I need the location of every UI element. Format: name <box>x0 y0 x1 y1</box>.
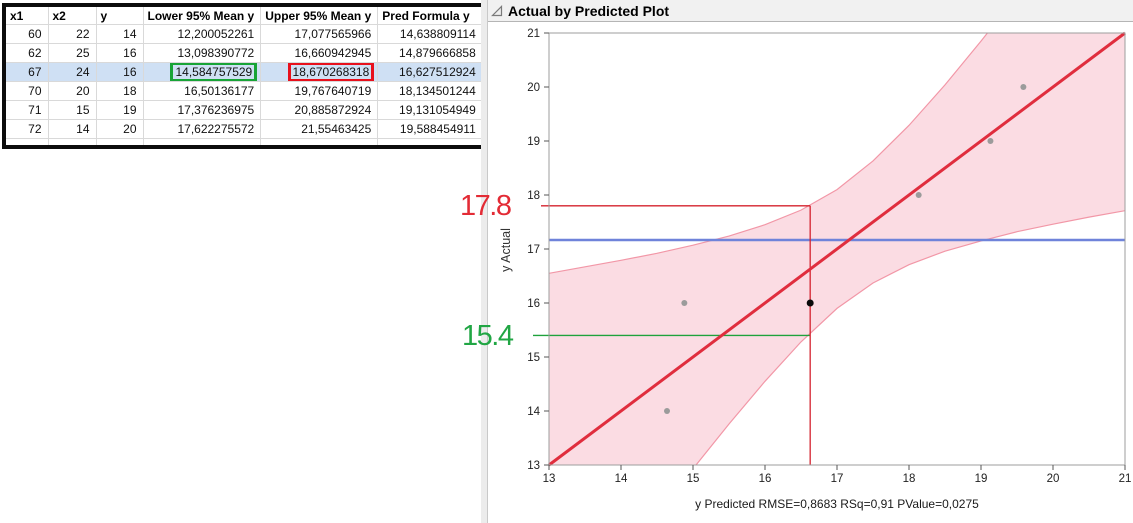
table-cell: 24 <box>47 62 97 82</box>
column-header[interactable]: Upper 95% Mean y <box>260 4 379 25</box>
y-tick-label: 19 <box>527 136 540 148</box>
table-cell: 15 <box>47 100 97 120</box>
data-point[interactable] <box>806 299 814 307</box>
x-tick-label: 20 <box>1047 473 1060 485</box>
table-cell: 72 <box>3 119 49 139</box>
x-tick-label: 16 <box>759 473 772 485</box>
data-table: x1 x2 y Lower 95% Mean y Upper 95% Mean y Pre… <box>2 3 486 149</box>
empty-row <box>3 138 485 148</box>
table-cell: 22 <box>47 24 97 44</box>
band-upper-edge <box>549 33 989 274</box>
band-lower-edge <box>695 210 1125 465</box>
table-cell: 70 <box>3 81 49 101</box>
panel-divider[interactable] <box>481 0 488 523</box>
data-point[interactable] <box>987 138 994 144</box>
y-tick-label: 15 <box>527 352 540 364</box>
y-tick-label: 20 <box>527 82 540 94</box>
y-tick-label: 14 <box>527 406 540 418</box>
table-cell: 16 <box>95 43 144 63</box>
table-cell: 19,131054949 <box>377 100 485 120</box>
table-cell: 67 <box>3 62 49 82</box>
table-cell: 16,660942945 <box>260 43 379 63</box>
x-tick-label: 17 <box>831 473 844 485</box>
table-cell <box>142 138 262 148</box>
table-cell: 62 <box>3 43 49 63</box>
table-cell <box>47 138 97 148</box>
table-row[interactable]: 71 15 19 17,376236975 20,885872924 19,1310549… <box>3 100 485 120</box>
table-cell: 14,879666858 <box>377 43 485 63</box>
column-header[interactable]: x2 <box>47 4 97 25</box>
table-cell: 14,638809114 <box>377 24 485 44</box>
report-panel: Actual by Predicted Plot 13 14 15 16 17 18 19 2… <box>488 0 1133 523</box>
table-cell: 18,670268318 <box>260 62 379 82</box>
upper-band-annotation: 17.8 <box>460 190 512 222</box>
y-axis-label: y Actual <box>499 228 513 272</box>
table-cell <box>3 138 49 148</box>
table-cell: 14 <box>47 119 97 139</box>
data-point[interactable] <box>681 300 688 306</box>
x-tick-label: 18 <box>903 473 916 485</box>
y-tick-label: 13 <box>527 460 540 472</box>
table-cell: 12,200052261 <box>142 24 262 44</box>
y-tick-label: 17 <box>527 244 540 256</box>
x-tick-label: 13 <box>543 473 556 485</box>
table-row[interactable]: 67 24 16 14,584757529 18,670268318 16,6275129… <box>3 62 485 82</box>
column-header[interactable]: Lower 95% Mean y <box>142 4 262 25</box>
table-cell <box>377 138 485 148</box>
table-cell: 20 <box>47 81 97 101</box>
lower-band-annotation: 15.4 <box>462 320 514 352</box>
table-cell: 19,767640719 <box>260 81 379 101</box>
table-cell: 17,376236975 <box>142 100 262 120</box>
table-row[interactable]: 72 14 20 17,622275572 21,55463425 19,58845491… <box>3 119 485 139</box>
table-row[interactable]: 62 25 16 13,098390772 16,660942945 14,8796668… <box>3 43 485 63</box>
y-tick-label: 21 <box>527 28 540 40</box>
x-tick-label: 21 <box>1119 473 1132 485</box>
table-row[interactable]: 60 22 14 12,200052261 17,077565966 14,6388091… <box>3 24 485 44</box>
table-cell: 14 <box>95 24 144 44</box>
table-cell <box>260 138 379 148</box>
fit-line <box>548 31 1126 467</box>
table-cell: 19 <box>95 100 144 120</box>
plot-title: Actual by Predicted Plot <box>508 2 670 19</box>
table-cell: 13,098390772 <box>142 43 262 63</box>
table-cell: 17,622275572 <box>142 119 262 139</box>
table-cell: 14,584757529 <box>142 62 262 82</box>
table-cell: 18,134501244 <box>377 81 485 101</box>
table-cell: 71 <box>3 100 49 120</box>
table-cell: 16,50136177 <box>142 81 262 101</box>
table-cell <box>95 138 144 148</box>
plot-svg: 13 14 15 16 17 18 19 20 21 13 14 15 16 17 18 19 20 21 y Pr… <box>499 28 1132 511</box>
table-cell: 16,627512924 <box>377 62 485 82</box>
table-cell: 20 <box>95 119 144 139</box>
table-cell: 19,588454911 <box>377 119 485 139</box>
data-point[interactable] <box>1020 84 1027 90</box>
red-box: 18,670268318 <box>287 63 375 81</box>
header-row: x1 x2 y Lower 95% Mean y Upper 95% Mean y Pre… <box>3 4 485 25</box>
table-body: 60 22 14 12,200052261 17,077565966 14,6388091… <box>3 24 485 148</box>
table-head: x1 x2 y Lower 95% Mean y Upper 95% Mean y Pre… <box>3 4 485 25</box>
outline-title-bar[interactable]: Actual by Predicted Plot <box>488 0 1133 22</box>
table-row[interactable]: 70 20 18 16,50136177 19,767640719 18,13450124… <box>3 81 485 101</box>
column-header[interactable]: x1 <box>3 4 49 25</box>
disclosure-triangle-icon[interactable] <box>491 4 503 17</box>
x-tick-label: 14 <box>615 473 628 485</box>
data-point[interactable] <box>663 408 670 414</box>
column-header[interactable]: Pred Formula y <box>377 4 485 25</box>
column-header[interactable]: y <box>95 4 144 25</box>
y-tick-label: 16 <box>527 298 540 310</box>
table-cell: 20,885872924 <box>260 100 379 120</box>
y-tick-label: 18 <box>527 190 540 202</box>
table-cell: 17,077565966 <box>260 24 379 44</box>
x-tick-label: 15 <box>687 473 700 485</box>
table-cell: 18 <box>95 81 144 101</box>
data-point[interactable] <box>915 192 922 198</box>
table-cell: 21,55463425 <box>260 119 379 139</box>
x-tick-label: 19 <box>975 473 988 485</box>
table-cell: 16 <box>95 62 144 82</box>
table-cell: 60 <box>3 24 49 44</box>
green-box: 14,584757529 <box>170 63 258 81</box>
x-axis-caption: y Predicted RMSE=0,8683 RSq=0,91 PValue=… <box>695 497 979 511</box>
table-cell: 25 <box>47 43 97 63</box>
